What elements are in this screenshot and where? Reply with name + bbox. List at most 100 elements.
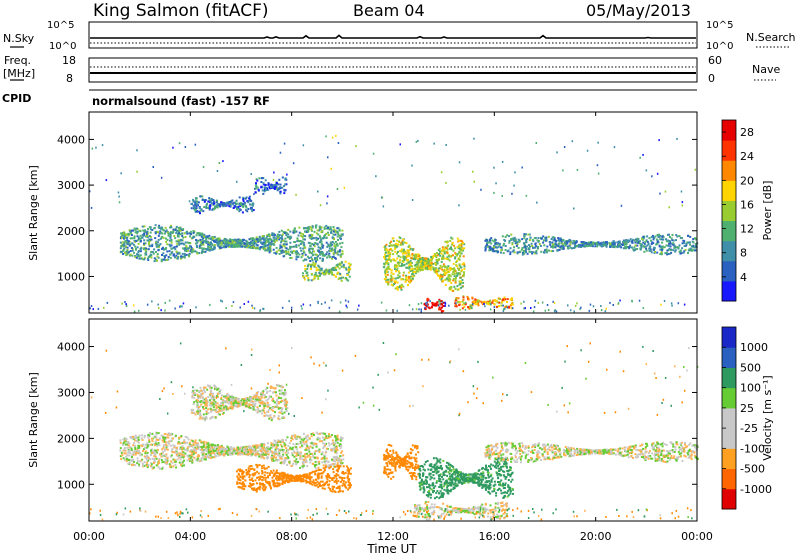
echo-cell [229, 242, 232, 245]
echo-cell [264, 452, 267, 455]
echo-cell [650, 239, 652, 242]
echo-cell [311, 226, 314, 229]
echo-cell [458, 280, 461, 283]
echo-cell [408, 281, 411, 284]
echo-cell [338, 444, 341, 447]
echo-cell [204, 199, 207, 201]
echo-cell [164, 309, 166, 312]
echo-cell [152, 462, 155, 464]
echo-cell [306, 435, 309, 438]
echo-cell [648, 247, 651, 250]
echo-cell [516, 251, 519, 254]
echo-cell [387, 266, 390, 268]
echo-cell [554, 309, 556, 311]
echo-cell [328, 433, 330, 436]
echo-cell [542, 239, 545, 242]
echo-cell [266, 189, 269, 191]
echo-cell [553, 245, 555, 248]
echo-cell [455, 272, 458, 275]
echo-cell [484, 239, 487, 242]
echo-cell [226, 201, 229, 204]
echo-cell [229, 203, 232, 206]
cpid-label: CPID [2, 92, 31, 105]
echo-cell [306, 265, 309, 268]
echo-cell [510, 238, 513, 240]
echo-cell [417, 259, 420, 262]
echo-cell [261, 177, 264, 180]
echo-cell [428, 307, 431, 310]
echo-cell [532, 251, 535, 254]
echo-cell [314, 224, 317, 227]
echo-cell [281, 250, 284, 253]
echo-cell [279, 247, 281, 250]
echo-cell [533, 306, 536, 309]
echo-cell [572, 247, 575, 249]
echo-cell [268, 186, 271, 188]
echo-cell [283, 243, 286, 246]
echo-cell [484, 247, 487, 250]
echo-cell [629, 238, 632, 241]
echo-cell [190, 247, 193, 250]
echo-cell [438, 253, 441, 255]
echo-cell [311, 243, 314, 246]
echo-cell [403, 255, 406, 258]
echo-cell [692, 246, 695, 249]
echo-cell [296, 252, 299, 255]
echo-cell [149, 236, 152, 238]
echo-cell [462, 298, 465, 301]
echo-cell [624, 240, 627, 243]
echo-cell [409, 259, 412, 262]
echo-cell [162, 446, 165, 449]
echo-cell [309, 304, 312, 307]
echo-cell [411, 275, 414, 278]
echo-cell [491, 239, 494, 242]
echo-cell [135, 240, 138, 243]
echo-cell [331, 247, 333, 250]
echo-cell [189, 444, 192, 446]
echo-cell [238, 210, 241, 213]
echo-cell [148, 245, 151, 248]
echo-cell [198, 206, 201, 208]
echo-cell [449, 275, 452, 278]
echo-cell [401, 259, 404, 262]
echo-cell [457, 258, 460, 261]
echo-cell [375, 175, 377, 178]
echo-cell [447, 279, 450, 282]
echo-cell [170, 252, 173, 254]
echo-cell [170, 449, 173, 452]
echo-cell [486, 240, 489, 243]
echo-cell [132, 438, 135, 441]
echo-cell [292, 229, 295, 232]
y-tick-label: 1000 [57, 270, 85, 283]
echo-cell [136, 255, 139, 258]
echo-cell [307, 228, 310, 231]
echo-cell [120, 172, 122, 175]
echo-cell [562, 238, 565, 241]
echo-cell [461, 247, 464, 250]
echo-cell [164, 301, 166, 304]
echo-cell [125, 460, 128, 463]
echo-cell [461, 285, 464, 288]
echo-cell [616, 246, 619, 249]
echo-cell [127, 232, 130, 235]
echo-cell [324, 444, 327, 447]
echo-cell [396, 257, 399, 260]
echo-cell [180, 453, 183, 456]
echo-cell [312, 456, 315, 459]
echo-cell [340, 455, 343, 458]
echo-cell [165, 444, 168, 446]
echo-cell [201, 248, 204, 251]
freq-left-tick-top: 18 [62, 54, 76, 67]
echo-cell [451, 268, 454, 270]
echo-cell [643, 246, 646, 249]
echo-cell [668, 247, 671, 250]
echo-cell [175, 225, 178, 228]
echo-cell [138, 255, 141, 258]
echo-cell [273, 234, 276, 236]
echo-cell [571, 247, 573, 250]
echo-cell [457, 301, 459, 304]
echo-cell [442, 310, 445, 312]
echo-cell [591, 241, 594, 244]
echo-cell [314, 262, 317, 265]
echo-cell [189, 450, 192, 453]
